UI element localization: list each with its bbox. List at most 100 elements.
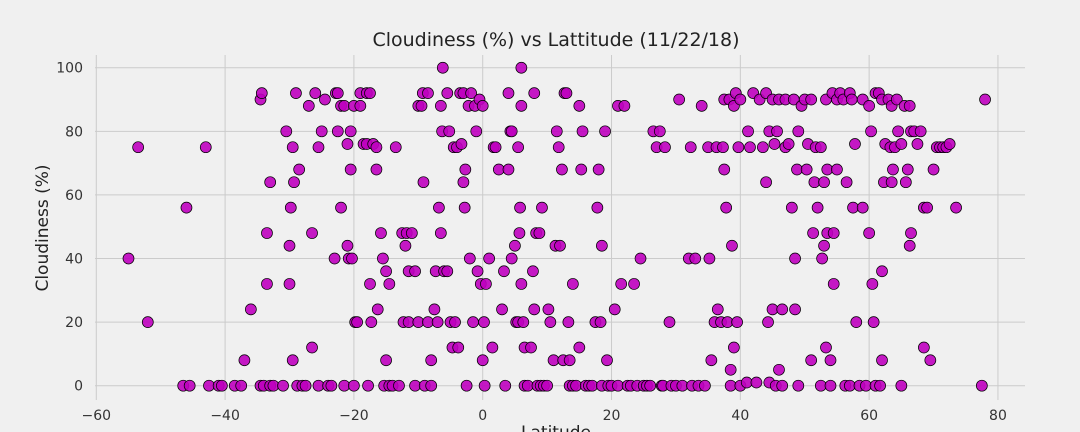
point — [441, 87, 454, 100]
point — [286, 354, 299, 367]
point — [818, 239, 830, 252]
point — [768, 138, 781, 150]
point — [346, 252, 358, 265]
point — [560, 87, 573, 100]
point — [728, 341, 740, 354]
point — [762, 316, 774, 328]
point — [354, 100, 367, 112]
point — [807, 227, 819, 239]
point — [705, 354, 718, 367]
point — [458, 201, 471, 214]
point — [734, 93, 747, 106]
point — [467, 316, 479, 328]
point — [876, 265, 888, 278]
point — [599, 125, 611, 138]
x-tick-label: 0 — [478, 408, 487, 424]
point — [618, 100, 631, 112]
point — [673, 93, 685, 106]
point — [465, 87, 477, 100]
point — [483, 252, 496, 265]
point — [455, 138, 468, 150]
point — [325, 379, 338, 392]
point — [415, 100, 428, 112]
point — [183, 379, 196, 392]
point — [341, 239, 354, 252]
point — [979, 93, 991, 106]
point — [663, 316, 676, 328]
point — [365, 316, 378, 328]
point — [887, 163, 899, 176]
point — [608, 303, 621, 316]
point — [344, 163, 357, 176]
point — [478, 379, 491, 392]
point — [541, 379, 553, 392]
point — [328, 252, 341, 265]
point — [393, 379, 405, 392]
point — [288, 176, 300, 189]
point — [659, 141, 671, 154]
point — [425, 379, 438, 392]
x-tick-label: −20 — [339, 408, 369, 424]
point — [463, 252, 476, 265]
point — [261, 227, 273, 239]
point — [299, 379, 312, 392]
point — [711, 303, 724, 316]
point — [634, 252, 647, 265]
point — [180, 201, 193, 214]
point — [840, 176, 853, 189]
point — [591, 201, 604, 214]
point — [433, 201, 445, 214]
point — [476, 354, 489, 367]
point — [486, 341, 499, 354]
point — [364, 87, 376, 100]
point — [505, 252, 518, 265]
point — [805, 93, 818, 106]
point — [895, 138, 908, 150]
x-tick-label: 60 — [860, 408, 878, 424]
x-tick-label: 20 — [603, 408, 621, 424]
point — [592, 163, 605, 176]
point — [425, 354, 438, 367]
point — [863, 100, 875, 112]
point — [290, 87, 302, 100]
y-tick-label: 80 — [65, 124, 83, 140]
point — [750, 376, 763, 389]
point — [470, 125, 483, 138]
point — [726, 239, 738, 252]
point — [505, 125, 518, 138]
y-tick-label: 20 — [65, 315, 83, 331]
point — [383, 278, 396, 290]
point — [306, 227, 318, 239]
point — [563, 354, 576, 367]
point — [335, 201, 347, 214]
point — [284, 201, 297, 214]
point — [377, 252, 389, 265]
point — [517, 316, 530, 328]
point — [927, 163, 940, 176]
point — [331, 87, 344, 100]
point — [615, 278, 628, 290]
point — [900, 176, 912, 189]
point — [824, 354, 837, 367]
point — [364, 278, 376, 290]
point — [293, 163, 306, 176]
point — [653, 125, 666, 138]
point — [594, 316, 607, 328]
point — [918, 341, 930, 354]
point — [782, 138, 795, 150]
point — [264, 176, 277, 189]
point — [771, 125, 783, 138]
point — [348, 379, 360, 392]
y-tick-label: 40 — [65, 252, 83, 268]
point — [575, 163, 588, 176]
point — [443, 125, 456, 138]
chart-title: Cloudiness (%) vs Lattitude (11/22/18) — [372, 29, 739, 51]
point — [399, 239, 412, 252]
point — [552, 141, 565, 154]
point — [370, 141, 383, 154]
y-tick-label: 60 — [65, 188, 83, 204]
point — [831, 163, 843, 176]
point — [417, 176, 430, 189]
